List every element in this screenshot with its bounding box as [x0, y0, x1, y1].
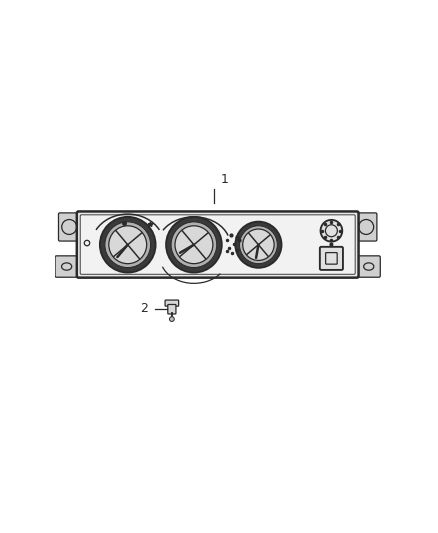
Text: 1: 1: [221, 173, 229, 186]
FancyBboxPatch shape: [165, 300, 179, 306]
FancyBboxPatch shape: [320, 247, 343, 270]
Circle shape: [166, 217, 222, 272]
FancyBboxPatch shape: [59, 213, 80, 241]
Circle shape: [243, 229, 274, 261]
Text: 2: 2: [140, 302, 148, 316]
FancyBboxPatch shape: [356, 213, 377, 241]
FancyBboxPatch shape: [168, 304, 176, 314]
FancyBboxPatch shape: [77, 212, 359, 278]
FancyBboxPatch shape: [55, 256, 78, 277]
Circle shape: [105, 222, 151, 268]
FancyBboxPatch shape: [357, 256, 380, 277]
FancyBboxPatch shape: [80, 215, 355, 274]
Circle shape: [235, 222, 282, 268]
Circle shape: [109, 226, 147, 264]
Circle shape: [170, 317, 174, 321]
Circle shape: [171, 222, 217, 268]
Circle shape: [175, 226, 213, 264]
Circle shape: [329, 243, 333, 247]
Circle shape: [321, 220, 342, 241]
Circle shape: [240, 226, 277, 264]
Circle shape: [100, 217, 155, 272]
